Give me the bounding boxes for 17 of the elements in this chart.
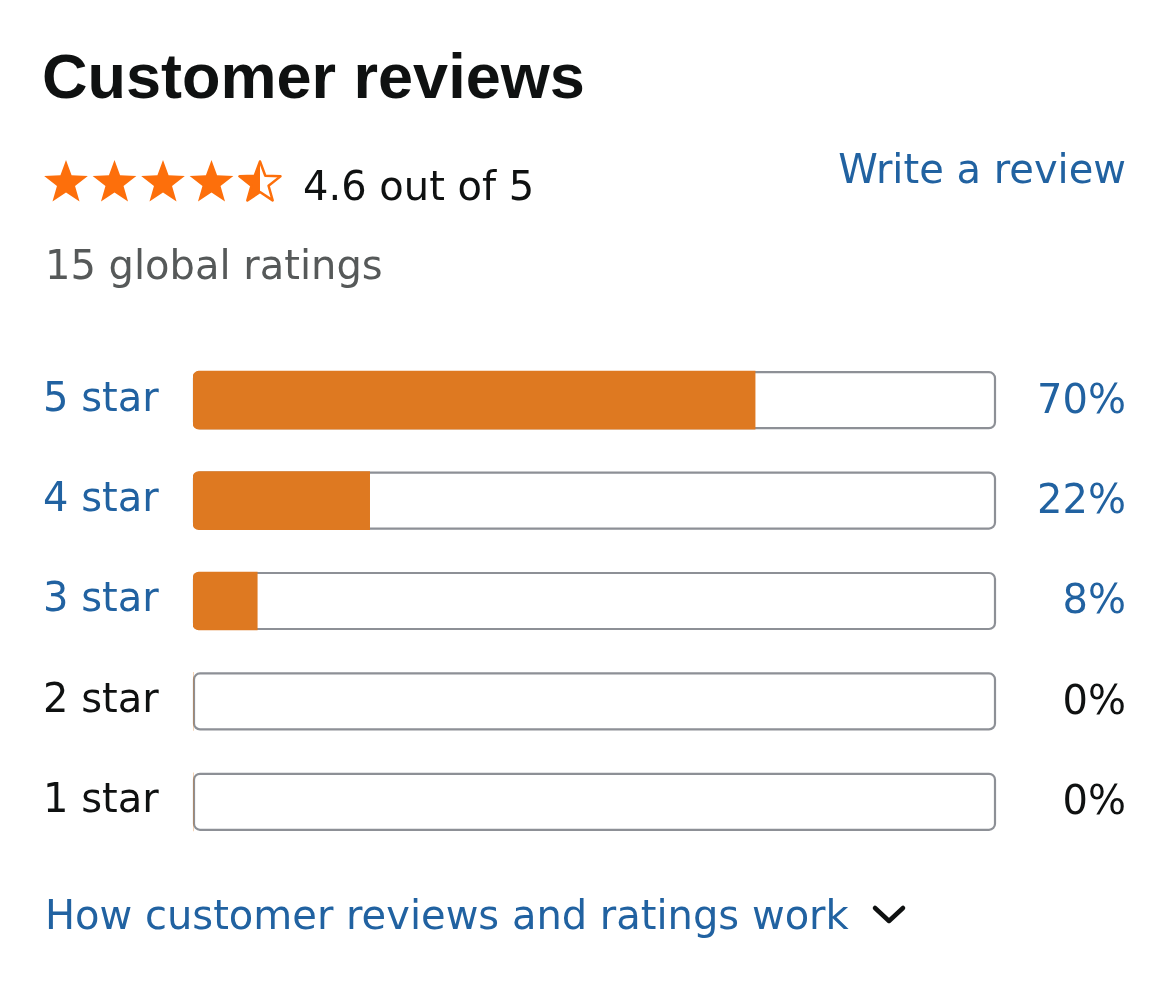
text: Write a review — [838, 146, 1126, 192]
data-label: 22% — [1037, 475, 1126, 522]
y-tick-label: 5 star — [43, 373, 160, 420]
data-label: 70% — [1037, 375, 1126, 422]
data-label: 8% — [1062, 576, 1126, 623]
bar — [193, 471, 370, 530]
text: 15 global ratings — [45, 242, 383, 288]
y-tick-label: 1 star — [43, 775, 160, 822]
chart-subtitle: 4.6 out of 5 — [303, 163, 535, 209]
y-tick-label: 2 star — [43, 674, 160, 721]
y-tick-label: 4 star — [43, 473, 160, 520]
chart-title: Customer reviews — [42, 41, 585, 111]
data-label: 0% — [1062, 777, 1126, 824]
bar — [193, 571, 258, 631]
y-tick-label: 3 star — [43, 574, 160, 621]
text: How customer reviews and ratings work — [45, 892, 849, 938]
data-label: 0% — [1062, 676, 1126, 723]
